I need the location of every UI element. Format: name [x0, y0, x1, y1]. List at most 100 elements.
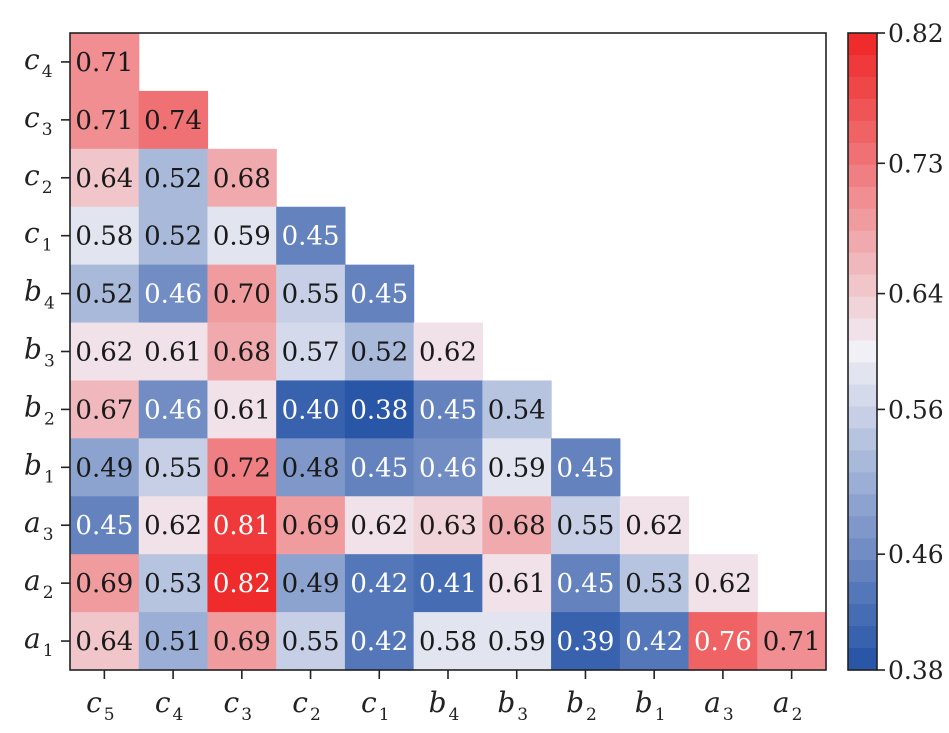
cell-value-label: 0.48 — [282, 453, 340, 483]
y-axis: c 4 c 3 c 2 c 1 b 4 b 3 b 2 b 1 a 3 a 2 a 1 — [24, 43, 70, 661]
heatmap-cell-0-0 — [70, 33, 140, 92]
cell-value-label: 0.42 — [625, 627, 683, 657]
cell-value-label: 0.59 — [488, 627, 546, 657]
heatmap-cell-5-1 — [138, 322, 209, 382]
cell-value-label: 0.55 — [144, 453, 202, 483]
heatmap-cell-8-8 — [619, 496, 690, 555]
heatmap-cell-10-7 — [551, 612, 621, 671]
colorbar-band — [848, 406, 877, 429]
colorbar-band — [848, 340, 877, 364]
heatmap-cell-10-1 — [138, 612, 209, 671]
heatmap-cell-1-0 — [70, 90, 140, 150]
heatmap-cell-5-3 — [276, 322, 346, 382]
cell-value-label: 0.61 — [488, 569, 546, 599]
heatmap-cell-5-2 — [207, 322, 277, 382]
heatmap-cell-9-0 — [70, 554, 140, 613]
heatmap-cell-7-5 — [413, 438, 483, 497]
cell-value-label: 0.54 — [488, 395, 546, 425]
colorbar-band — [848, 54, 877, 78]
heatmap-cell-3-0 — [70, 206, 140, 266]
heatmap-cell-9-9 — [688, 554, 758, 613]
cell-value-label: 0.55 — [282, 627, 340, 657]
cell-value-label: 0.53 — [625, 569, 683, 599]
colorbar-band — [848, 538, 877, 561]
heatmap-cell-6-4 — [344, 380, 415, 439]
colorbar-band — [848, 626, 877, 649]
heatmap-cell-9-3 — [276, 554, 346, 613]
cell-value-label: 0.52 — [144, 222, 202, 252]
heatmap-cell-6-3 — [276, 380, 346, 439]
colorbar-band — [848, 120, 877, 144]
heatmap-cell-7-3 — [276, 438, 346, 497]
colorbar-tick-label: 0.56 — [888, 395, 944, 424]
heatmap-cell-7-4 — [344, 438, 415, 497]
colorbar-band — [848, 604, 877, 627]
cell-value-label: 0.71 — [75, 48, 133, 78]
heatmap-cell-10-2 — [207, 612, 277, 671]
heatmap-cell-7-6 — [482, 438, 552, 497]
heatmap-cell-8-4 — [344, 496, 415, 555]
cell-value-label: 0.40 — [282, 395, 340, 425]
heatmap-cell-10-10 — [757, 612, 827, 671]
cell-value-label: 0.69 — [75, 569, 133, 599]
heatmap-cell-9-6 — [482, 554, 552, 613]
cell-value-label: 0.42 — [350, 569, 408, 599]
cell-value-label: 0.42 — [350, 627, 408, 657]
heatmap-cell-9-5 — [413, 554, 483, 613]
heatmap-cell-9-4 — [344, 554, 415, 613]
heatmap-cell-8-3 — [276, 496, 346, 555]
heatmap-cell-7-0 — [70, 438, 140, 497]
cell-value-label: 0.68 — [488, 511, 546, 541]
heatmap-cell-7-1 — [138, 438, 209, 497]
heatmap-cell-8-2 — [207, 496, 277, 555]
colorbar: 0.82 0.73 0.64 0.56 0.46 0.38 — [847, 19, 944, 685]
heatmap-cell-2-2 — [207, 148, 277, 208]
heatmap-cell-1-1 — [138, 90, 209, 150]
heatmap-cell-3-3 — [276, 206, 346, 266]
heatmap-cell-2-1 — [138, 148, 209, 208]
colorbar-band — [848, 208, 877, 232]
heatmap-cell-10-3 — [276, 612, 346, 671]
cell-value-label: 0.49 — [282, 569, 340, 599]
cell-value-label: 0.62 — [419, 338, 477, 368]
heatmap-cell-4-0 — [70, 264, 140, 324]
colorbar-band — [848, 76, 877, 100]
cell-value-label: 0.38 — [350, 395, 408, 425]
heatmap-cell-7-2 — [207, 438, 277, 497]
heatmap-cell-5-5 — [413, 322, 483, 382]
heatmap-cell-6-1 — [138, 380, 209, 439]
heatmap-cell-9-7 — [551, 554, 621, 613]
heatmap-cell-8-6 — [482, 496, 552, 555]
cell-value-label: 0.41 — [419, 569, 477, 599]
cell-value-label: 0.58 — [419, 627, 477, 657]
colorbar-tick-label: 0.46 — [888, 540, 944, 569]
heatmap-cell-4-2 — [207, 264, 277, 324]
cell-value-label: 0.45 — [350, 280, 408, 310]
heatmap-cell-6-2 — [207, 380, 277, 439]
colorbar-band — [848, 494, 877, 517]
colorbar-band — [848, 384, 877, 408]
heatmap-cell-8-0 — [70, 496, 140, 555]
colorbar-band — [848, 252, 877, 276]
colorbar-band — [848, 516, 877, 539]
cell-value-label: 0.69 — [213, 627, 271, 657]
cell-value-label: 0.62 — [75, 338, 133, 368]
cell-value-label: 0.62 — [144, 511, 202, 541]
cell-value-label: 0.62 — [350, 511, 408, 541]
cell-value-label: 0.52 — [144, 164, 202, 194]
heatmap-cell-10-4 — [344, 612, 415, 671]
colorbar-band — [848, 98, 877, 122]
cell-value-label: 0.76 — [694, 627, 752, 657]
